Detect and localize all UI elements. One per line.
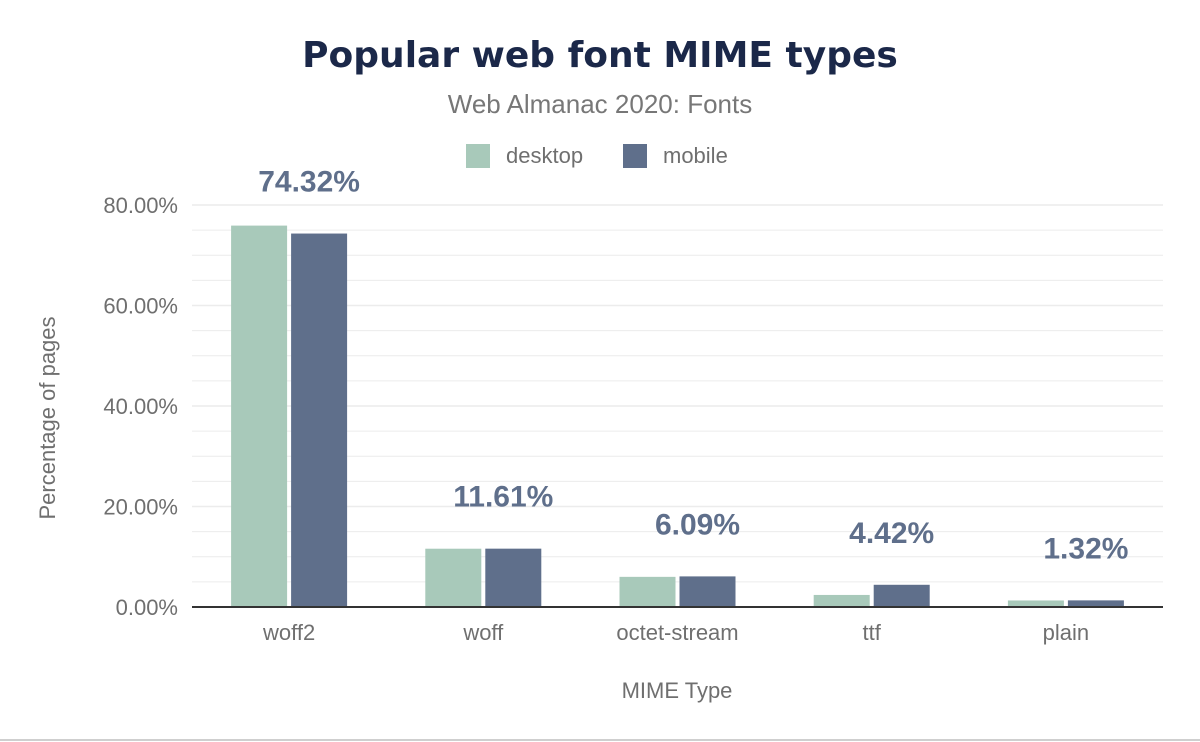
bar-mobile-woff2 <box>291 233 348 608</box>
bar-desktop-plain <box>1007 600 1064 607</box>
chart-subtitle: Web Almanac 2020: Fonts <box>448 89 752 119</box>
data-labels: 74.32% 11.61% 6.09% 4.42% 1.32% <box>258 166 1128 566</box>
data-label: 11.61% <box>453 481 553 514</box>
legend-swatch-mobile <box>623 144 647 168</box>
y-tick-label: 80.00% <box>103 193 178 218</box>
legend-label-mobile: mobile <box>663 143 728 168</box>
grid-lines <box>192 204 1163 583</box>
y-tick-label: 40.00% <box>103 394 178 419</box>
x-axis-categories: woff2 woff octet-stream ttf plain <box>262 620 1089 645</box>
y-axis-ticks: 0.00% 20.00% 40.00% 60.00% 80.00% <box>103 193 178 620</box>
x-tick-label: octet-stream <box>616 620 738 645</box>
y-tick-label: 60.00% <box>103 294 178 319</box>
bottom-divider <box>0 739 1200 741</box>
bar-desktop-woff <box>425 548 482 607</box>
chart-title: Popular web font MIME types <box>302 35 898 76</box>
bar-desktop-ttf <box>813 594 870 607</box>
y-tick-label: 20.00% <box>103 495 178 520</box>
legend-label-desktop: desktop <box>506 143 583 168</box>
y-tick-label: 0.00% <box>116 595 178 620</box>
data-label: 74.32% <box>258 166 360 199</box>
data-label: 4.42% <box>849 517 934 550</box>
bar-mobile-plain <box>1067 600 1124 607</box>
legend-swatch-desktop <box>466 144 490 168</box>
x-tick-label: plain <box>1043 620 1089 645</box>
bar-mobile-octet-stream <box>679 576 736 607</box>
data-label: 1.32% <box>1043 532 1128 565</box>
bar-desktop-woff2 <box>231 225 288 608</box>
data-label: 6.09% <box>655 508 740 541</box>
x-tick-label: woff <box>462 620 504 645</box>
bar-desktop-octet-stream <box>619 576 676 607</box>
y-axis-title: Percentage of pages <box>35 316 60 519</box>
x-tick-label: ttf <box>863 620 882 645</box>
legend: desktop mobile <box>466 143 728 168</box>
bar-mobile-woff <box>485 548 542 607</box>
x-tick-label: woff2 <box>262 620 315 645</box>
bar-mobile-ttf <box>873 584 930 607</box>
bars <box>231 225 1124 608</box>
x-axis-title: MIME Type <box>622 678 733 703</box>
